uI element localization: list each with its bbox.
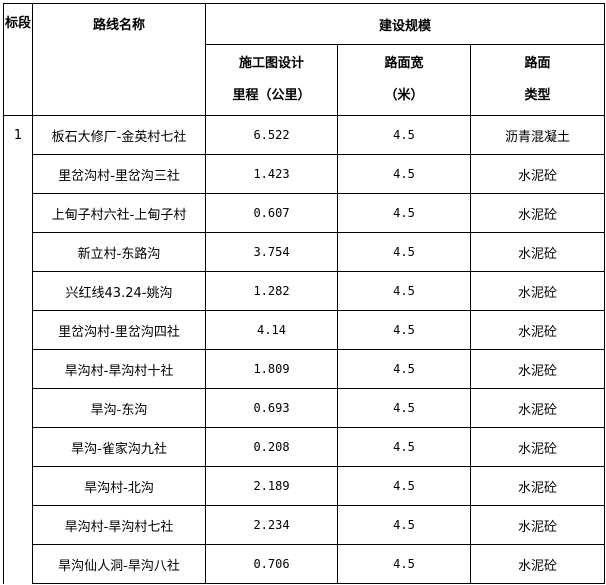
route-name-cell: 上甸子村六社-上甸子村 bbox=[32, 193, 206, 233]
surface-type-cell: 水泥砼 bbox=[470, 271, 605, 311]
surface-type-cell: 水泥砼 bbox=[470, 349, 605, 389]
surface-type-cell: 水泥砼 bbox=[470, 154, 605, 194]
length-cell: 3.754 bbox=[205, 232, 338, 272]
length-cell: 2.234 bbox=[205, 505, 338, 545]
width-cell: 4.5 bbox=[337, 349, 471, 389]
width-cell: 4.5 bbox=[337, 193, 471, 233]
header-type-line1: 路面 bbox=[524, 56, 551, 71]
header-route-name: 路线名称 bbox=[32, 3, 206, 116]
length-cell: 0.706 bbox=[205, 544, 338, 584]
header-width-line1: 路面宽 bbox=[384, 56, 424, 71]
route-name-cell: 板石大修厂-金英村七社 bbox=[32, 115, 206, 155]
table-row: 上甸子村六社-上甸子村 0.607 4.5 水泥砼 bbox=[4, 193, 605, 233]
width-cell: 4.5 bbox=[337, 505, 471, 545]
route-name-cell: 里岔沟村-里岔沟四社 bbox=[32, 310, 206, 350]
route-name-cell: 里岔沟村-里岔沟三社 bbox=[32, 154, 206, 194]
header-scale: 建设规模 bbox=[205, 3, 605, 45]
table-row: 里岔沟村-里岔沟三社 1.423 4.5 水泥砼 bbox=[4, 154, 605, 194]
width-cell: 4.5 bbox=[337, 115, 471, 155]
length-cell: 1.423 bbox=[205, 154, 338, 194]
surface-type-cell: 水泥砼 bbox=[470, 544, 605, 584]
table-row: 1 板石大修厂-金英村七社 6.522 4.5 沥青混凝土 bbox=[3, 115, 605, 584]
surface-type-cell: 水泥砼 bbox=[470, 232, 605, 272]
header-type-line2: 类型 bbox=[524, 88, 551, 103]
width-cell: 4.5 bbox=[337, 427, 471, 467]
route-name-cell: 旱沟-东沟 bbox=[32, 388, 206, 428]
route-name-cell: 兴红线43.24-姚沟 bbox=[32, 271, 206, 311]
section-cell: 1 bbox=[3, 115, 33, 584]
width-cell: 4.5 bbox=[337, 466, 471, 506]
table-row: 新立村-东路沟 3.754 4.5 水泥砼 bbox=[4, 232, 605, 272]
header-length: 施工图设计里程（公里） bbox=[205, 44, 338, 116]
table-row: 旱沟村-旱沟村十社 1.809 4.5 水泥砼 bbox=[4, 349, 605, 389]
road-construction-table: 标段 路线名称 建设规模 施工图设计里程（公里） 路面宽 （米） 路面类型 1 板石… bbox=[3, 3, 605, 584]
length-cell: 0.693 bbox=[205, 388, 338, 428]
route-name-cell: 旱沟-雀家沟九社 bbox=[32, 427, 206, 467]
header-section: 标段 bbox=[3, 3, 33, 116]
surface-type-cell: 水泥砼 bbox=[470, 193, 605, 233]
length-cell: 6.522 bbox=[205, 115, 338, 155]
header-length-line2: 里程（公里） bbox=[232, 88, 311, 103]
route-name-cell: 旱沟村-旱沟村七社 bbox=[32, 505, 206, 545]
width-cell: 4.5 bbox=[337, 544, 471, 584]
route-name-cell: 新立村-东路沟 bbox=[32, 232, 206, 272]
length-cell: 1.809 bbox=[205, 349, 338, 389]
route-name-cell: 旱沟村-旱沟村十社 bbox=[32, 349, 206, 389]
table-row: 里岔沟村-里岔沟四社 4.14 4.5 水泥砼 bbox=[4, 310, 605, 350]
table-row: 旱沟-雀家沟九社 0.208 4.5 水泥砼 bbox=[4, 427, 605, 467]
table-row: 旱沟-东沟 0.693 4.5 水泥砼 bbox=[4, 388, 605, 428]
header-type: 路面 类型 bbox=[470, 44, 605, 116]
table-row: 旱沟村-旱沟村七社 2.234 4.5 水泥砼 bbox=[4, 505, 605, 545]
header-width-line2: （米） bbox=[384, 88, 424, 103]
header-width: 路面宽 （米） bbox=[337, 44, 471, 116]
surface-type-cell: 水泥砼 bbox=[470, 466, 605, 506]
table-row: 旱沟村-北沟 2.189 4.5 水泥砼 bbox=[4, 466, 605, 506]
length-cell: 1.282 bbox=[205, 271, 338, 311]
surface-type-cell: 水泥砼 bbox=[470, 427, 605, 467]
route-name-cell: 旱沟仙人洞-旱沟八社 bbox=[32, 544, 206, 584]
width-cell: 4.5 bbox=[337, 388, 471, 428]
table-row: 旱沟仙人洞-旱沟八社 0.706 4.5 水泥砼 bbox=[4, 544, 605, 584]
width-cell: 4.5 bbox=[337, 154, 471, 194]
length-cell: 4.14 bbox=[205, 310, 338, 350]
width-cell: 4.5 bbox=[337, 310, 471, 350]
surface-type-cell: 水泥砼 bbox=[470, 310, 605, 350]
surface-type-cell: 水泥砼 bbox=[470, 388, 605, 428]
surface-type-cell: 水泥砼 bbox=[470, 505, 605, 545]
surface-type-cell: 沥青混凝土 bbox=[470, 115, 605, 155]
length-cell: 0.208 bbox=[205, 427, 338, 467]
length-cell: 0.607 bbox=[205, 193, 338, 233]
width-cell: 4.5 bbox=[337, 271, 471, 311]
width-cell: 4.5 bbox=[337, 232, 471, 272]
table-row: 兴红线43.24-姚沟 1.282 4.5 水泥砼 bbox=[4, 271, 605, 311]
route-name-cell: 旱沟村-北沟 bbox=[32, 466, 206, 506]
length-cell: 2.189 bbox=[205, 466, 338, 506]
header-length-line1: 施工图设计 bbox=[238, 56, 304, 71]
